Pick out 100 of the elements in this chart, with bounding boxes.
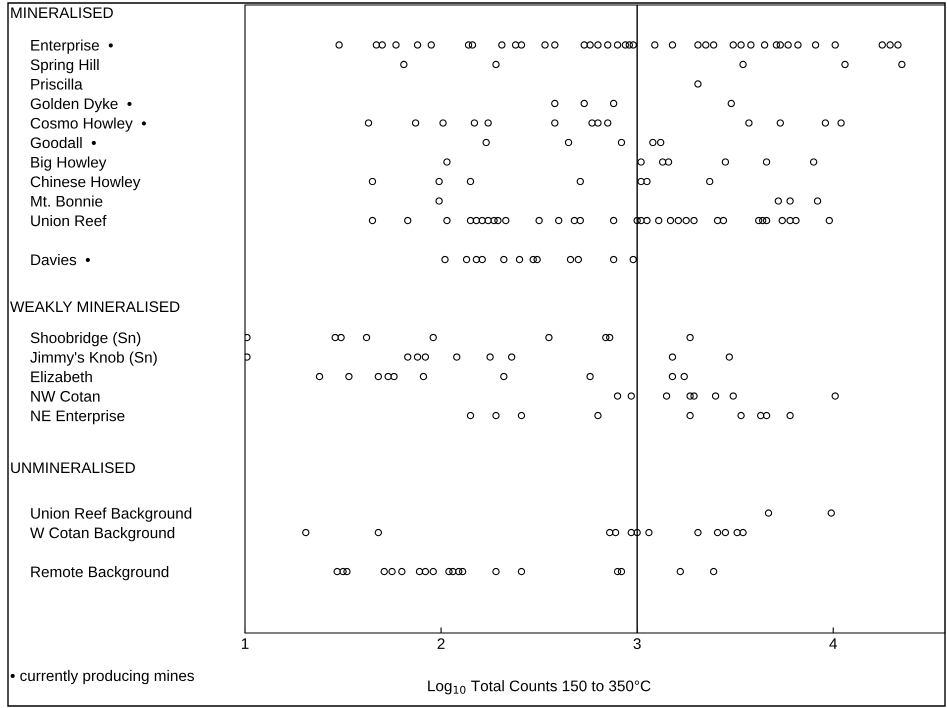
point — [518, 568, 526, 576]
point — [637, 158, 645, 166]
text: WEAKLY MINERALISED — [10, 301, 180, 312]
point — [826, 216, 833, 224]
point — [828, 509, 835, 517]
point — [378, 41, 386, 49]
point — [832, 392, 839, 400]
point — [633, 528, 641, 536]
y-tick-label: NW Cotan — [31, 390, 100, 402]
point — [551, 119, 558, 127]
point — [737, 412, 745, 420]
point — [841, 60, 849, 68]
point — [674, 216, 682, 224]
point — [400, 60, 408, 68]
point — [758, 216, 766, 224]
point — [643, 178, 651, 186]
point — [837, 119, 845, 127]
point — [414, 41, 422, 49]
point — [470, 119, 478, 127]
point — [439, 119, 447, 127]
point — [482, 138, 490, 146]
y-tick-label: Shoobridge (Sn) — [30, 332, 140, 346]
point — [694, 80, 702, 88]
point — [898, 60, 906, 68]
point — [364, 119, 372, 127]
y-tick-label: Golden Dyke • — [30, 98, 132, 112]
point — [343, 568, 351, 576]
point — [662, 392, 670, 400]
point — [500, 372, 508, 380]
point — [404, 353, 412, 361]
y-tick-label: Elizabeth — [31, 371, 92, 382]
point — [441, 256, 449, 264]
point — [784, 41, 792, 49]
point — [645, 528, 653, 536]
point — [551, 41, 558, 49]
point — [384, 372, 392, 380]
point — [668, 41, 676, 49]
point — [545, 334, 553, 342]
point — [686, 412, 694, 420]
text: MINERALISED — [11, 7, 113, 18]
point — [886, 41, 894, 49]
point — [414, 353, 422, 361]
point — [604, 119, 612, 127]
point — [345, 372, 353, 380]
point — [637, 216, 645, 224]
point — [464, 41, 472, 49]
point — [472, 216, 480, 224]
point — [614, 568, 622, 576]
point — [651, 41, 658, 49]
point — [508, 353, 516, 361]
point — [649, 138, 657, 146]
point — [368, 216, 376, 224]
point — [478, 216, 486, 224]
point — [245, 334, 251, 342]
point — [755, 216, 762, 224]
point — [822, 119, 830, 127]
point — [668, 353, 676, 361]
point — [492, 568, 500, 576]
point — [792, 216, 800, 224]
point — [710, 568, 718, 576]
point — [694, 528, 702, 536]
point — [722, 528, 730, 536]
point — [762, 158, 770, 166]
point — [728, 100, 735, 108]
point — [580, 100, 588, 108]
point — [588, 119, 596, 127]
point — [628, 392, 635, 400]
point — [380, 568, 388, 576]
y-tick-label: Chinese Howley — [30, 176, 140, 190]
point — [739, 528, 747, 536]
point — [658, 158, 666, 166]
point — [484, 216, 492, 224]
point — [686, 392, 694, 400]
point — [776, 119, 784, 127]
point — [676, 568, 684, 576]
point — [443, 216, 451, 224]
point — [362, 334, 370, 342]
point — [316, 372, 324, 380]
point — [490, 216, 498, 224]
x-axis-title: Log$_{10}$ Total Counts 150 to 350°C — [428, 680, 650, 694]
point — [466, 178, 474, 186]
point — [666, 216, 674, 224]
y-tick-label: Remote Background — [31, 566, 168, 580]
point — [626, 41, 633, 49]
point — [762, 412, 770, 420]
point — [618, 568, 626, 576]
point — [570, 216, 578, 224]
point — [576, 216, 584, 224]
point — [564, 138, 572, 146]
x-tick-label: 2 — [438, 638, 445, 649]
point — [586, 41, 594, 49]
point — [372, 41, 380, 49]
point — [466, 216, 474, 224]
point — [794, 41, 802, 49]
y-tick-label: Jimmy's Knob (Sn) — [30, 351, 157, 366]
point — [786, 197, 794, 205]
point — [643, 216, 651, 224]
point — [628, 528, 635, 536]
point — [772, 41, 780, 49]
point — [714, 528, 722, 536]
